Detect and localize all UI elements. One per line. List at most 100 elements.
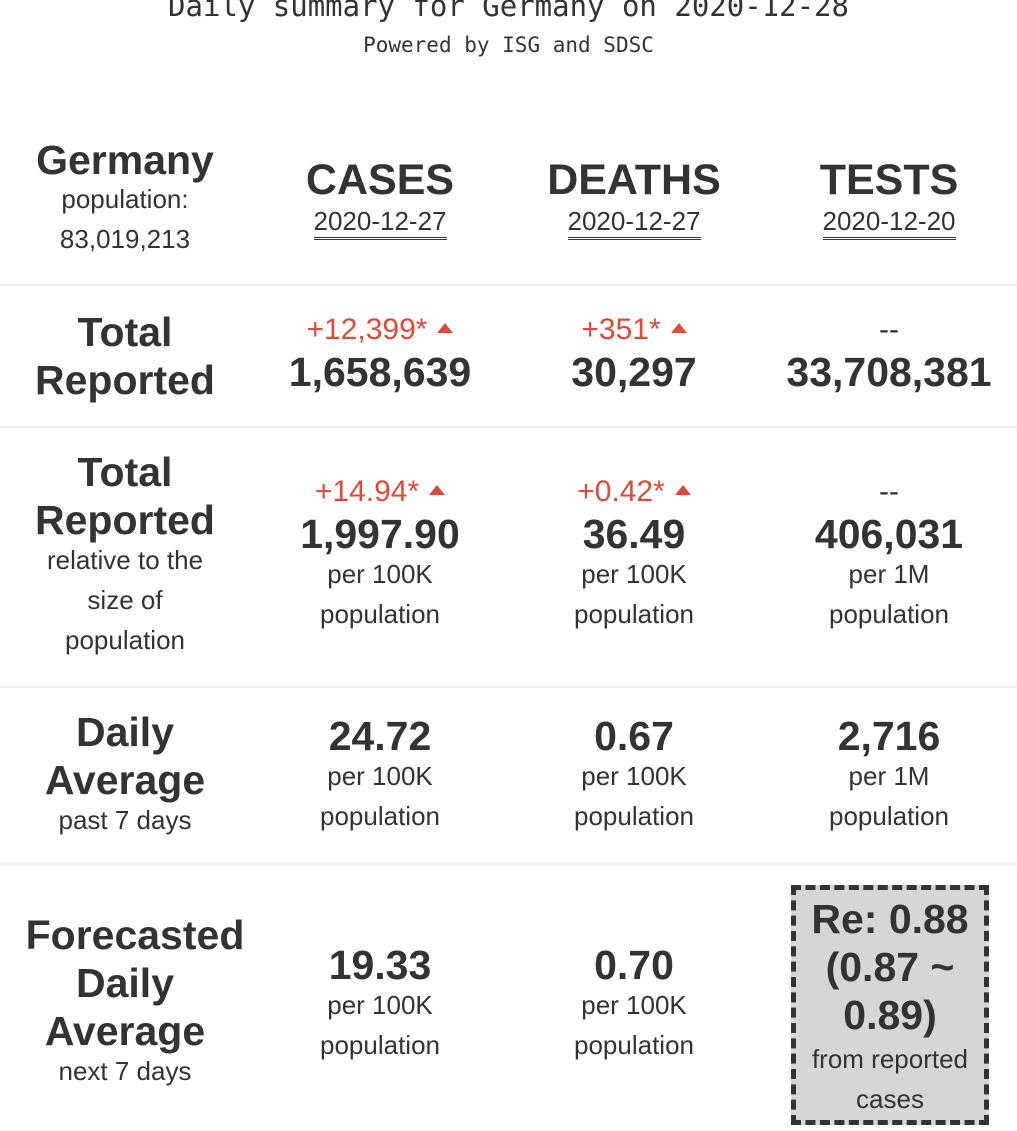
tests-relative-value: 406,031 — [814, 511, 964, 557]
row-label-line: Average — [44, 757, 206, 803]
re-interval: (0.87 ~ — [825, 944, 955, 990]
triangle-up-icon — [429, 485, 446, 496]
row-divider — [0, 426, 1017, 428]
row-sub-line: next 7 days — [58, 1056, 192, 1086]
tests-label: TESTS — [819, 156, 959, 204]
daily-average-row: Daily Average past 7 days 24.72 per 100K… — [0, 688, 1017, 863]
re-source: cases — [856, 1084, 924, 1114]
unit-line: population — [320, 801, 440, 831]
row-label-line: Reported — [35, 497, 215, 543]
unit-line: population — [320, 1030, 440, 1060]
cases-label: CASES — [305, 156, 455, 204]
deaths-header: DEATHS 2020-12-27 — [507, 156, 761, 240]
cases-relative-value: 1,997.90 — [300, 511, 460, 557]
tests-header: TESTS 2020-12-20 — [761, 156, 1017, 240]
re-value: Re: 0.88 — [811, 896, 969, 942]
daily-deaths-cell: 0.67 per 100K population — [507, 712, 761, 836]
unit-line: per 100K — [581, 761, 687, 791]
tests-delta: -- — [879, 475, 899, 508]
relative-tests-cell: -- 406,031 per 1M population — [761, 474, 1017, 634]
cases-total-value: 1,658,639 — [288, 349, 472, 395]
row-sub-line: population — [65, 625, 185, 655]
deaths-delta: +0.42* — [507, 474, 761, 510]
row-label-line: Total — [77, 309, 173, 355]
deaths-delta-text: +0.42* — [577, 475, 665, 508]
deaths-delta-text: +351* — [581, 313, 661, 346]
triangle-up-icon — [437, 323, 454, 334]
row-divider — [0, 686, 1017, 688]
row-sub-line: size of — [87, 585, 163, 615]
total-deaths-cell: +351* 30,297 — [507, 312, 761, 396]
cases-delta-text: +14.94* — [314, 475, 420, 508]
row-label-line: Daily — [76, 709, 174, 755]
re-interval: 0.89) — [843, 992, 937, 1038]
cases-header: CASES 2020-12-27 — [253, 156, 507, 240]
triangle-up-icon — [674, 485, 691, 496]
unit-line: per 100K — [327, 559, 433, 589]
deaths-forecast-value: 0.70 — [594, 942, 674, 988]
re-source: from reported — [811, 1044, 969, 1074]
unit-line: per 1M — [848, 559, 930, 589]
cases-delta: +12,399* — [253, 312, 507, 348]
relative-cases-cell: +14.94* 1,997.90 per 100K population — [253, 474, 507, 634]
re-estimate-box: Re: 0.88 (0.87 ~ 0.89) from reported cas… — [791, 885, 989, 1125]
unit-line: per 100K — [327, 761, 433, 791]
total-reported-label: Total Reported — [0, 308, 250, 404]
row-label-line: Forecasted — [25, 912, 245, 958]
population-value: 83,019,213 — [59, 224, 191, 254]
total-cases-cell: +12,399* 1,658,639 — [253, 312, 507, 396]
cases-forecast-value: 19.33 — [328, 942, 432, 988]
region-header: Germany population: 83,019,213 — [0, 136, 250, 259]
relative-deaths-cell: +0.42* 36.49 per 100K population — [507, 474, 761, 634]
forecast-label: Forecasted Daily Average next 7 days — [0, 911, 270, 1091]
deaths-delta: +351* — [507, 312, 761, 348]
column-header-row: Germany population: 83,019,213 CASES 202… — [0, 0, 1017, 285]
tests-delta: -- — [879, 313, 899, 346]
unit-line: per 100K — [327, 990, 433, 1020]
deaths-label: DEATHS — [547, 156, 721, 204]
deaths-total-value: 30,297 — [571, 349, 697, 395]
daily-cases-cell: 24.72 per 100K population — [253, 712, 507, 836]
row-label-line: Reported — [35, 357, 215, 403]
total-tests-cell: -- 33,708,381 — [761, 312, 1017, 396]
triangle-up-icon — [670, 323, 687, 334]
unit-line: population — [574, 599, 694, 629]
unit-line: population — [574, 801, 694, 831]
tests-daily-value: 2,716 — [837, 713, 941, 759]
cases-daily-value: 24.72 — [328, 713, 432, 759]
forecast-row: Forecasted Daily Average next 7 days 19.… — [0, 865, 1017, 1131]
cases-date-link[interactable]: 2020-12-27 — [313, 205, 447, 240]
unit-line: per 100K — [581, 559, 687, 589]
relative-row: Total Reported relative to the size of p… — [0, 428, 1017, 686]
tests-date-link[interactable]: 2020-12-20 — [822, 205, 956, 240]
row-sub-line: relative to the — [46, 545, 204, 575]
cases-delta: +14.94* — [253, 474, 507, 510]
unit-line: population — [829, 801, 949, 831]
daily-average-label: Daily Average past 7 days — [0, 708, 250, 840]
row-label-line: Total — [77, 449, 173, 495]
daily-tests-cell: 2,716 per 1M population — [761, 712, 1017, 836]
row-divider — [0, 284, 1017, 286]
row-label-line: Daily — [76, 960, 174, 1006]
unit-line: population — [574, 1030, 694, 1060]
relative-label: Total Reported relative to the size of p… — [0, 448, 250, 660]
total-reported-row: Total Reported +12,399* 1,658,639 +351* … — [0, 286, 1017, 426]
unit-line: per 1M — [848, 761, 930, 791]
unit-line: population — [829, 599, 949, 629]
tests-total-value: 33,708,381 — [786, 349, 992, 395]
deaths-daily-value: 0.67 — [594, 713, 674, 759]
forecast-deaths-cell: 0.70 per 100K population — [507, 941, 761, 1065]
row-label-line: Average — [44, 1008, 206, 1054]
deaths-date-link[interactable]: 2020-12-27 — [567, 205, 701, 240]
population-label: population: — [61, 184, 189, 214]
unit-line: population — [320, 599, 440, 629]
page-title: Daily summary for Germany on 2020-12-28 — [168, 0, 849, 23]
row-divider — [0, 863, 1017, 865]
forecast-cases-cell: 19.33 per 100K population — [253, 941, 507, 1065]
cases-delta-text: +12,399* — [306, 313, 428, 346]
page-subtitle: Powered by ISG and SDSC — [363, 33, 654, 57]
unit-line: per 100K — [581, 990, 687, 1020]
row-sub-line: past 7 days — [58, 805, 192, 835]
deaths-relative-value: 36.49 — [582, 511, 686, 557]
region-name: Germany — [36, 137, 214, 183]
